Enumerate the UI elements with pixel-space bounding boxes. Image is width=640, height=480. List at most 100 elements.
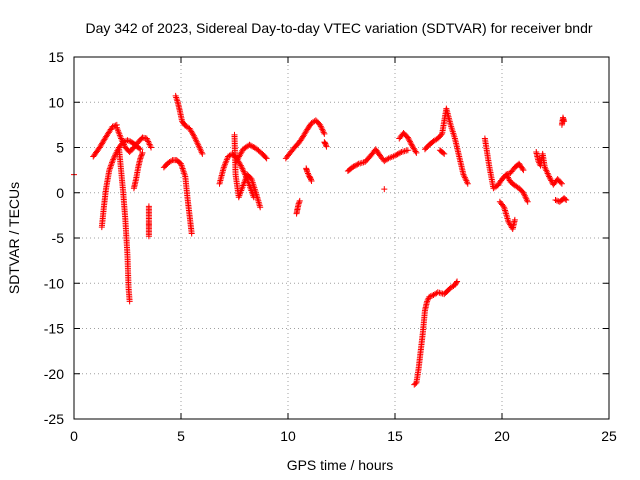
data-point: [137, 146, 144, 153]
data-point: [138, 152, 145, 159]
data-point: [464, 180, 471, 187]
data-point: [397, 149, 404, 156]
data-point: [412, 148, 419, 155]
data-point: [354, 161, 361, 168]
data-point: [125, 137, 132, 144]
data-point: [424, 296, 431, 303]
data-point: [412, 380, 419, 387]
data-point: [136, 145, 143, 152]
data-point: [308, 177, 315, 184]
data-point: [307, 175, 314, 182]
data-point: [563, 196, 570, 203]
data-point: [120, 139, 127, 146]
data-point: [562, 196, 569, 203]
data-point: [395, 150, 402, 157]
y-tick-label: 15: [48, 49, 64, 65]
data-point: [511, 216, 518, 223]
data-point: [405, 135, 412, 142]
data-point: [109, 123, 116, 130]
data-point: [427, 293, 434, 300]
data-point: [392, 152, 398, 159]
data-point: [139, 149, 146, 156]
data-point: [438, 132, 445, 139]
data-point: [322, 140, 329, 147]
data-point: [441, 150, 448, 157]
data-point: [137, 155, 144, 162]
data-point: [558, 180, 565, 187]
grid-lines: [74, 57, 609, 419]
data-point: [413, 149, 420, 156]
data-point: [199, 150, 206, 157]
x-tick-label: 0: [70, 428, 78, 444]
y-tick-label: -25: [44, 411, 64, 427]
data-point: [321, 130, 328, 137]
data-point: [519, 165, 526, 172]
data-point: [257, 204, 264, 211]
data-point: [295, 200, 302, 207]
data-point: [188, 230, 195, 237]
data-point: [109, 158, 116, 165]
y-tick-label: -10: [44, 275, 64, 291]
data-point: [246, 141, 253, 148]
data-point: [111, 153, 118, 160]
data-point: [394, 151, 401, 158]
data-point: [173, 96, 180, 103]
data-point: [407, 139, 414, 146]
data-point: [263, 155, 270, 162]
data-point: [296, 199, 303, 206]
y-axis-label: SDTVAR / TECUs: [6, 182, 22, 294]
data-point: [353, 162, 360, 169]
data-point: [349, 164, 356, 171]
data-point: [393, 151, 400, 158]
data-point: [148, 144, 155, 151]
x-axis-label: GPS time / hours: [287, 457, 394, 473]
data-point: [384, 156, 391, 163]
data-point: [381, 186, 388, 193]
data-point: [262, 154, 269, 161]
data-point: [404, 134, 411, 141]
y-tick-label: -15: [44, 321, 64, 337]
data-point: [440, 149, 447, 156]
data-point: [137, 154, 144, 161]
axis-ticks: 0 5 10 15 20 25 -25 -20 -15 -10 -5 0 5 10 15: [44, 49, 617, 444]
data-point: [247, 142, 254, 149]
y-tick-label: 0: [56, 185, 64, 201]
data-point: [453, 279, 460, 286]
data-point: [552, 196, 559, 203]
data-point: [168, 158, 175, 165]
data-point: [404, 147, 411, 154]
data-point: [110, 156, 117, 163]
data-point: [138, 151, 145, 158]
data-point: [145, 233, 152, 240]
data-point: [126, 298, 133, 305]
data-point: [524, 198, 531, 205]
y-tick-label: -5: [52, 230, 65, 246]
data-point: [296, 197, 303, 204]
y-tick-label: 10: [48, 94, 64, 110]
data-point: [308, 176, 315, 183]
x-tick-label: 25: [601, 428, 617, 444]
data-point: [548, 177, 555, 184]
data-point: [110, 155, 117, 162]
data-point: [323, 143, 330, 150]
data-point: [561, 118, 568, 125]
data-point: [406, 137, 413, 144]
data-point: [124, 137, 131, 144]
x-tick-label: 20: [494, 428, 510, 444]
data-point: [250, 143, 257, 150]
x-tick-label: 15: [387, 428, 403, 444]
data-point: [350, 163, 357, 170]
data-point: [546, 174, 553, 181]
data-points: [71, 92, 570, 388]
data-point: [406, 138, 413, 145]
chart-title: Day 342 of 2023, Sidereal Day-to-day VTE…: [85, 20, 592, 36]
data-point: [454, 278, 461, 285]
data-point: [520, 167, 527, 174]
data-point: [121, 138, 128, 145]
data-point: [322, 142, 329, 149]
data-point: [112, 152, 119, 159]
x-tick-label: 5: [177, 428, 185, 444]
data-point: [557, 179, 564, 186]
x-tick-label: 10: [280, 428, 296, 444]
